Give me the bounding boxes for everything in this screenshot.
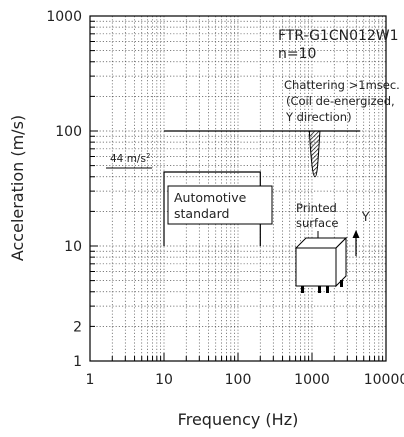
chatter-note-line-2: (Coil de-energized, [286, 94, 395, 108]
relay-label-line-2: surface [296, 216, 339, 230]
grid [90, 16, 386, 361]
relay-pin-1 [301, 286, 304, 293]
y-direction-arrowhead [352, 230, 360, 238]
y-direction-label: Y [361, 210, 370, 224]
y-tick-label: 1000 [46, 9, 82, 25]
x-axis-title: Frequency (Hz) [178, 410, 299, 429]
level-label: 44 m/s2 [110, 152, 150, 165]
x-tick-label: 100 [225, 372, 252, 388]
standard-label-box [167, 185, 273, 225]
relay-illustration: Printed surface Y [294, 201, 370, 293]
y-tick-label: 2 [73, 319, 82, 335]
x-tick-label: 10000 [364, 372, 404, 388]
n-label: n=10 [278, 46, 316, 62]
y-axis-title: Acceleration (m/s) [8, 115, 27, 261]
y-tick-label: 10 [64, 239, 82, 255]
x-tick-label: 1 [86, 372, 95, 388]
level-label-value: 44 m/s [110, 153, 146, 165]
relay-label-line-1: Printed [296, 201, 337, 215]
model-label: FTR-G1CN012W1 [278, 28, 399, 44]
relay-front-face [295, 247, 337, 287]
chatter-note-line-1: Chattering >1msec. [284, 78, 400, 92]
annotations: FTR-G1CN012W1 n=10 Chattering >1msec. (C… [106, 28, 400, 225]
standard-label-line-2: standard [174, 206, 229, 221]
y-tick-label: 100 [55, 124, 82, 140]
chattering-dip-shape [308, 130, 321, 178]
minor-ticks [90, 20, 384, 361]
chatter-note-line-3: Y direction) [285, 110, 352, 124]
relay-pin-2 [318, 286, 321, 293]
y-tick-labels: 1 2 10 100 1000 [46, 9, 82, 370]
relay-pin-4 [340, 280, 343, 287]
x-tick-label: 1000 [294, 372, 330, 388]
x-tick-labels: 1 10 100 1000 10000 [86, 372, 404, 388]
y-tick-label: 1 [73, 354, 82, 370]
chattering-dip [308, 130, 321, 178]
relay-pin-3 [326, 286, 329, 293]
level-label-superscript: 2 [146, 152, 150, 160]
x-tick-label: 10 [155, 372, 173, 388]
standard-label-line-1: Automotive [174, 190, 247, 205]
